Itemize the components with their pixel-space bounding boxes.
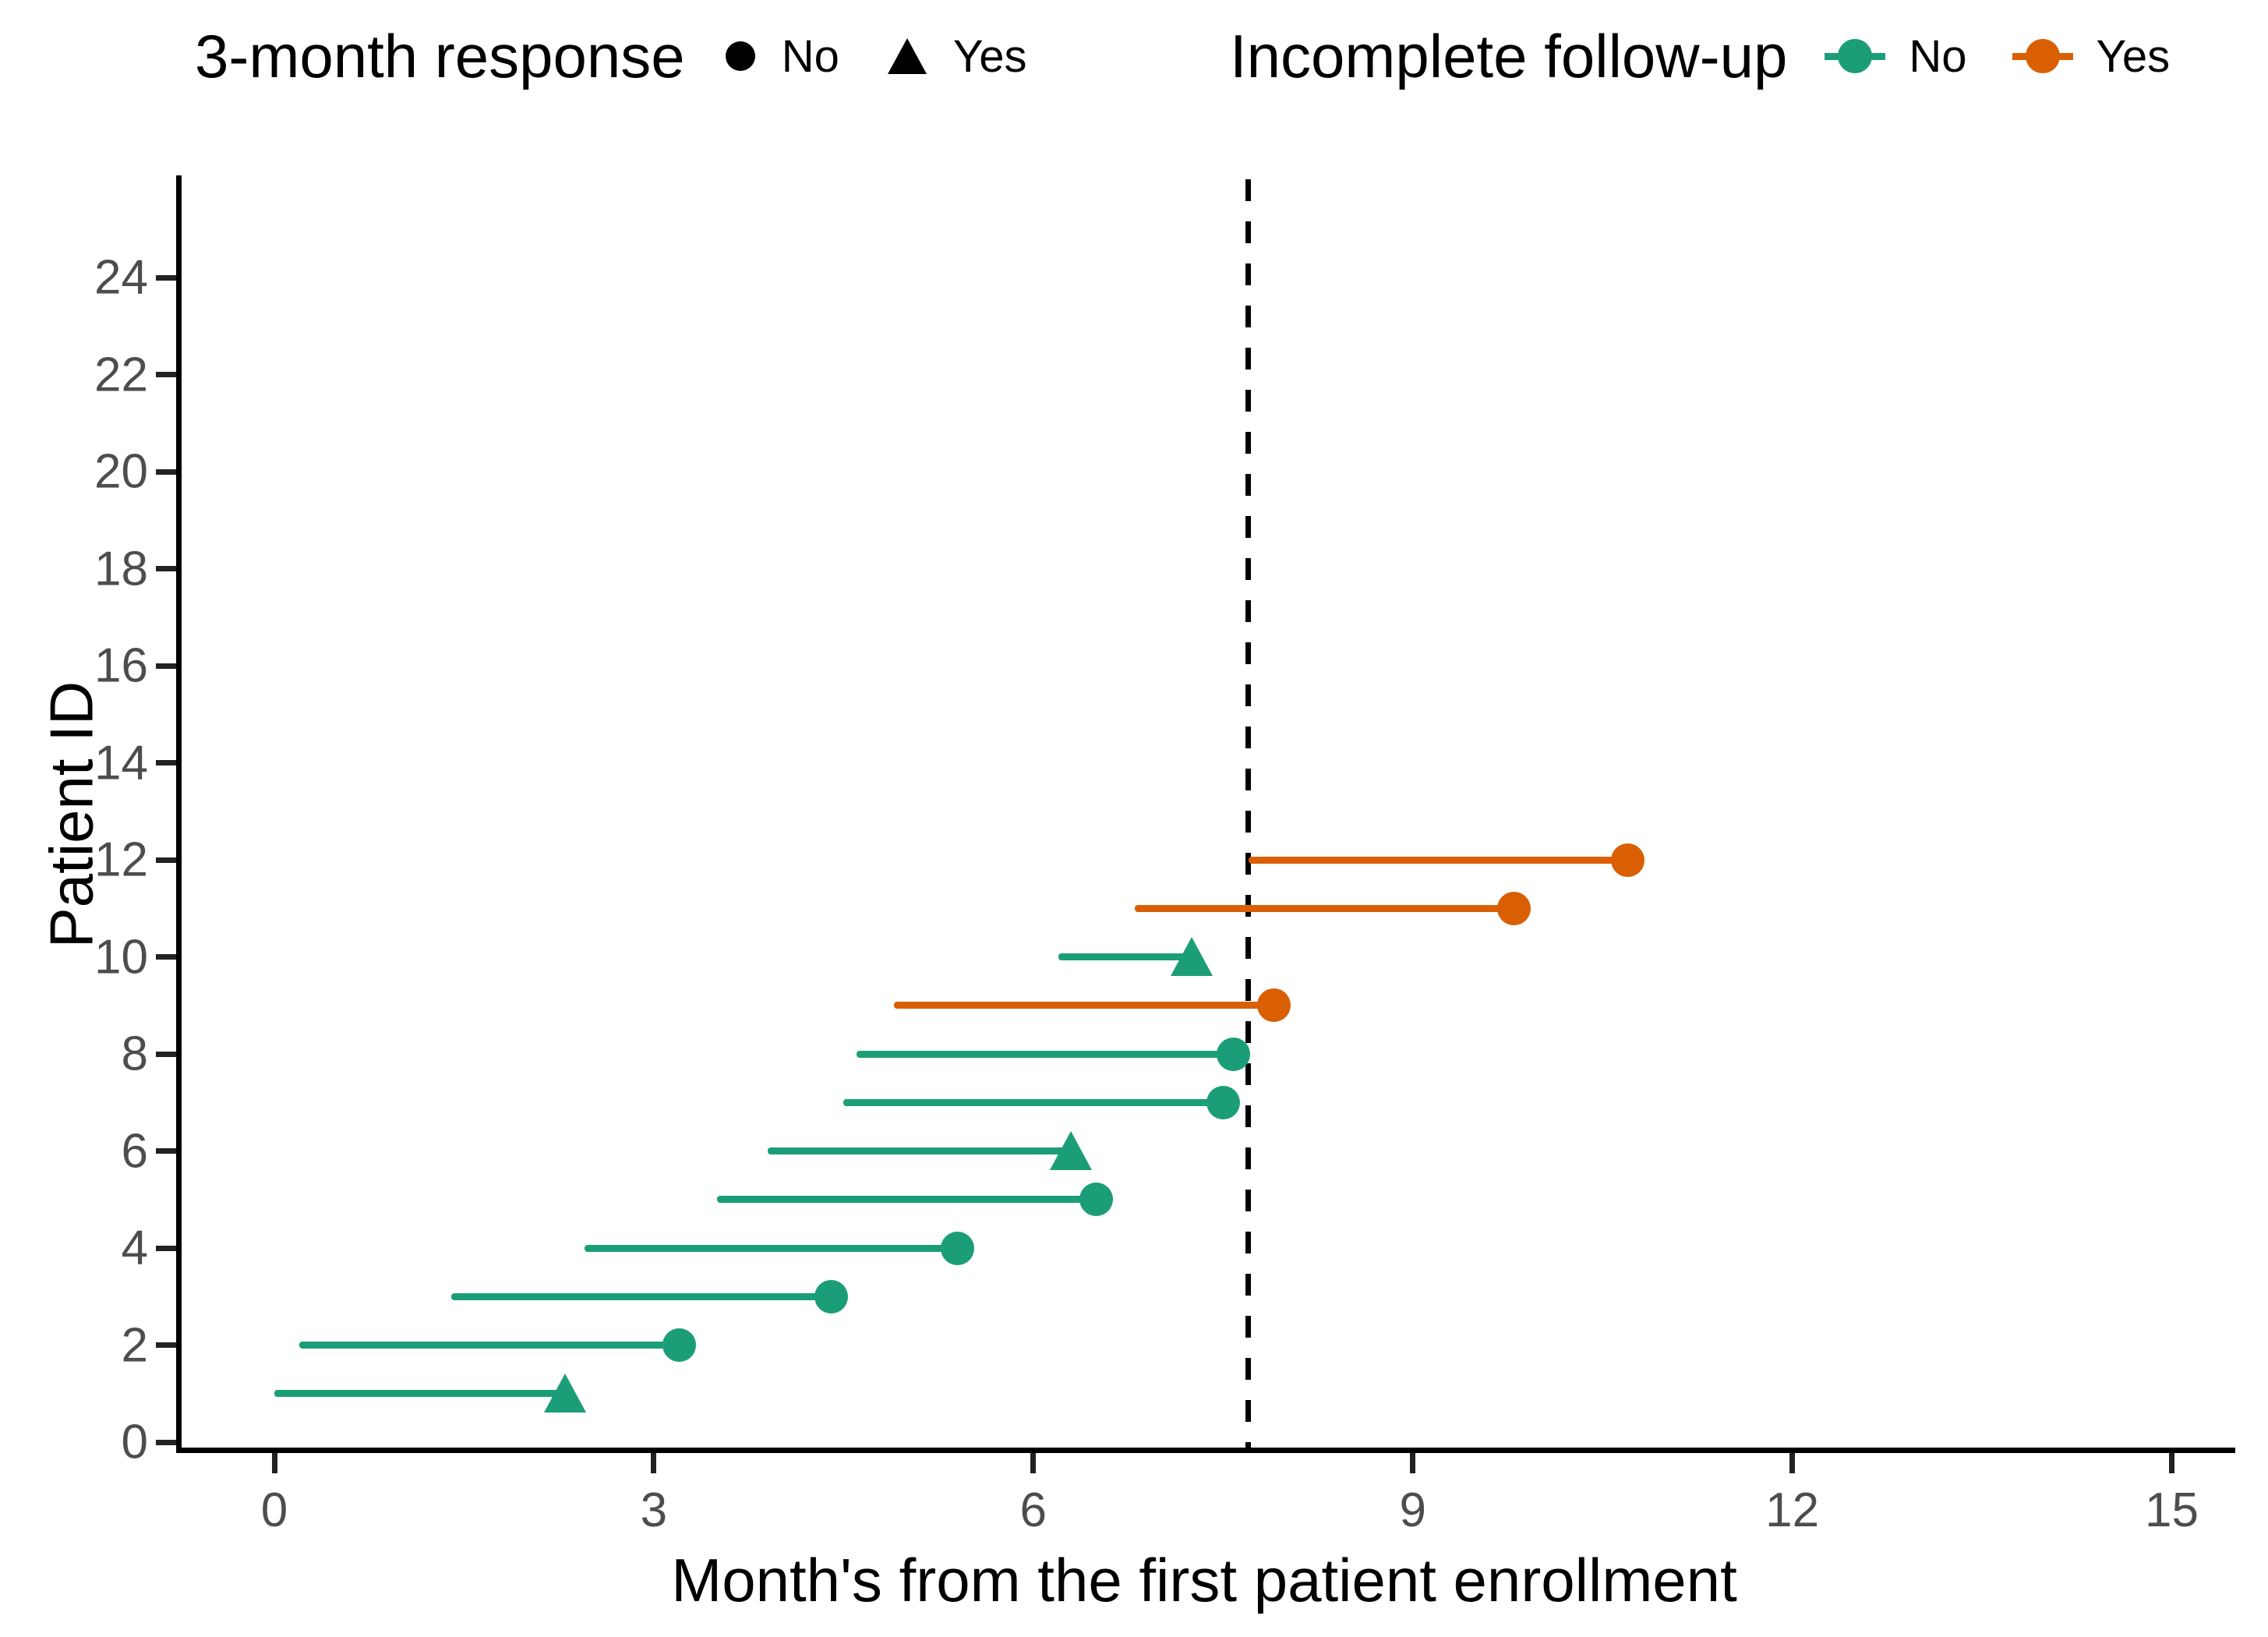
y-tick-mark (156, 954, 176, 960)
patient-8-response-circle-marker (1216, 1037, 1250, 1071)
y-tick-label: 10 (94, 930, 148, 984)
y-tick-mark (156, 372, 176, 377)
x-tick-mark (1410, 1453, 1416, 1473)
legend-followup: Incomplete follow-up No Yes (1230, 17, 2170, 95)
patient-9-followup-line (894, 1002, 1274, 1009)
y-axis-title: Patient ID (37, 681, 106, 949)
followup-no-key-icon (1825, 37, 1886, 76)
legend-response-title: 3-month response (195, 21, 685, 90)
patient-12-followup-line (1248, 856, 1628, 864)
y-tick-mark (156, 857, 176, 863)
y-tick-mark (156, 760, 176, 765)
patient-2-followup-line (299, 1342, 680, 1349)
x-tick-label: 15 (2145, 1483, 2199, 1537)
response-yes-triangle-icon (887, 38, 927, 74)
legend-followup-yes-label: Yes (2096, 30, 2171, 82)
x-axis-title: Month's from the first patient enrollmen… (671, 1546, 1737, 1614)
y-tick-label: 16 (94, 638, 148, 693)
patient-12-response-circle-marker (1611, 843, 1645, 877)
y-tick-label: 14 (94, 736, 148, 790)
patient-7-response-circle-marker (1206, 1085, 1240, 1119)
x-tick-label: 6 (1019, 1483, 1047, 1537)
patient-11-response-circle-marker (1497, 891, 1531, 925)
patient-4-response-circle-marker (940, 1231, 974, 1265)
y-tick-label: 20 (94, 444, 148, 499)
y-tick-mark (156, 468, 176, 475)
legend-response-no-label: No (781, 30, 839, 82)
y-tick-label: 24 (94, 250, 148, 305)
x-tick-label: 12 (1765, 1483, 1820, 1537)
x-tick-mark (1030, 1453, 1037, 1473)
y-tick-mark (156, 1439, 176, 1445)
y-tick-label: 0 (121, 1415, 148, 1469)
response-no-circle-icon (725, 41, 755, 71)
x-tick-label: 9 (1399, 1483, 1426, 1537)
patient-4-followup-line (584, 1244, 958, 1252)
y-tick-label: 2 (121, 1318, 148, 1372)
y-tick-label: 18 (94, 542, 148, 596)
patient-1-followup-line (274, 1390, 566, 1398)
y-tick-label: 6 (121, 1124, 148, 1178)
x-tick-mark (1789, 1453, 1796, 1473)
x-tick-mark (271, 1453, 277, 1473)
y-tick-label: 8 (121, 1027, 148, 1081)
legend-response-yes-label: Yes (952, 30, 1027, 82)
patient-1-response-triangle-marker (544, 1373, 587, 1412)
x-tick-mark (651, 1453, 657, 1473)
patient-7-followup-line (843, 1098, 1224, 1106)
y-tick-mark (156, 566, 176, 571)
patient-3-followup-line (451, 1292, 832, 1300)
y-tick-mark (156, 1148, 176, 1154)
y-tick-mark (156, 1051, 176, 1057)
legend-response: 3-month response No Yes (195, 17, 1026, 95)
y-axis-line (176, 175, 182, 1453)
patient-3-response-circle-marker (814, 1279, 848, 1313)
y-tick-mark (156, 1245, 176, 1251)
x-tick-label: 3 (640, 1483, 668, 1537)
x-tick-mark (2169, 1453, 2174, 1473)
y-tick-label: 4 (121, 1221, 148, 1275)
y-tick-mark (156, 663, 176, 669)
legend-followup-title: Incomplete follow-up (1230, 21, 1788, 90)
y-tick-mark (156, 1342, 176, 1348)
patient-2-response-circle-marker (662, 1328, 696, 1362)
followup-yes-key-icon (2012, 37, 2073, 76)
x-tick-label: 0 (260, 1483, 288, 1537)
cutoff-dashed-line (1245, 179, 1252, 1448)
patient-6-followup-line (767, 1147, 1072, 1154)
patient-10-followup-line (1058, 953, 1192, 960)
patient-5-response-circle-marker (1079, 1183, 1114, 1217)
patient-9-response-circle-marker (1256, 988, 1291, 1023)
patient-8-followup-line (856, 1050, 1234, 1058)
x-axis-line (176, 1448, 2235, 1453)
legend-followup-no-label: No (1909, 30, 1967, 82)
patient-11-followup-line (1134, 904, 1514, 912)
patient-10-response-triangle-marker (1170, 936, 1213, 976)
y-tick-mark (156, 274, 176, 281)
patient-5-followup-line (717, 1196, 1097, 1204)
y-tick-label: 22 (94, 348, 148, 401)
patient-6-response-triangle-marker (1050, 1130, 1093, 1170)
y-tick-label: 12 (94, 833, 148, 887)
